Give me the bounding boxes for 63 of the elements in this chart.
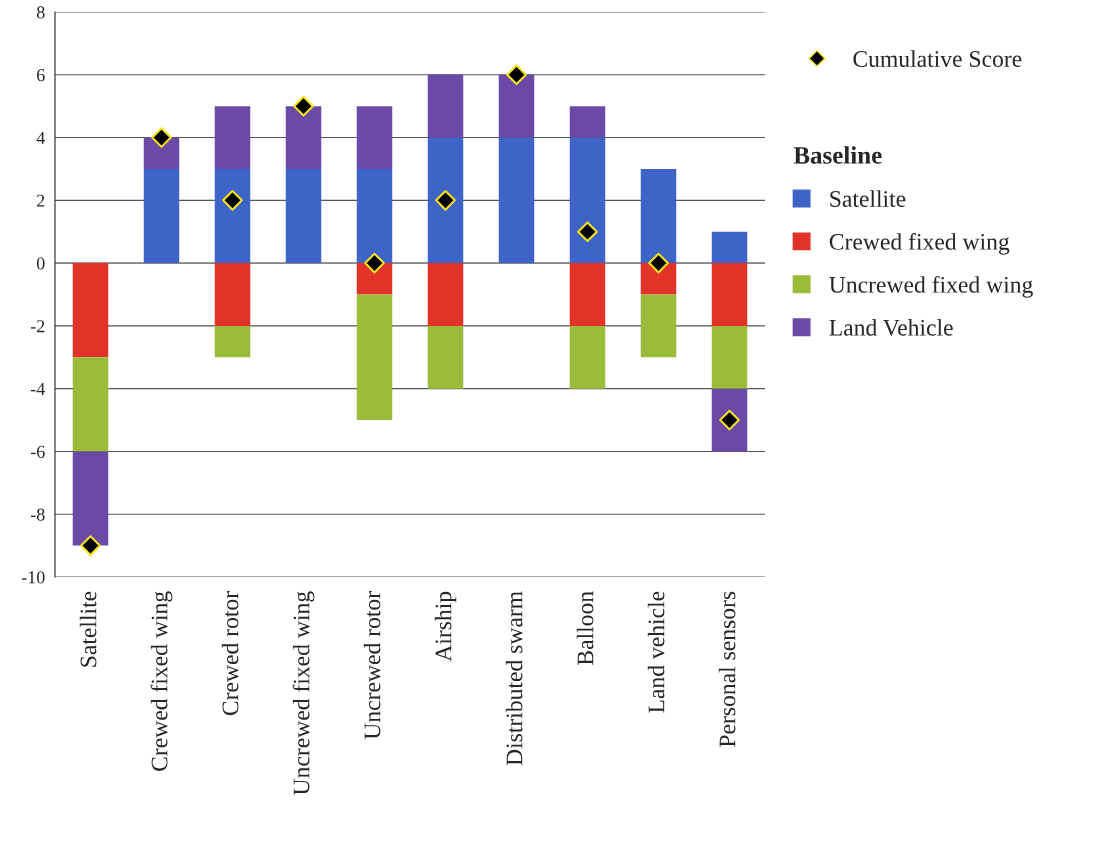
x-tick-label: Land vehicle [647, 591, 665, 713]
bar [427, 263, 464, 326]
legend-label: Crewed fixed wing [829, 232, 1010, 255]
x-tick-label: Personal sensors [718, 591, 736, 747]
x-tick-label: Satellite [79, 591, 97, 667]
y-tick-label: 4 [36, 131, 45, 144]
point [151, 127, 172, 148]
bar [569, 137, 606, 264]
y-tick-label: 8 [36, 6, 45, 19]
x-tick-label: Crewed fixed wing [150, 591, 173, 771]
bar [356, 106, 393, 169]
x-tick-label: Crewed rotor [221, 591, 239, 716]
bar [427, 325, 464, 389]
point [293, 95, 314, 117]
y-tick-label: -2 [30, 320, 45, 333]
bar [214, 263, 251, 326]
bar [711, 263, 748, 326]
bar [498, 137, 535, 264]
y-tick-label: 6 [37, 69, 45, 82]
bar [498, 74, 535, 138]
y-tick-label: -6 [30, 445, 45, 458]
legend-title: Baseline [793, 146, 882, 164]
bar [72, 263, 109, 358]
bar [214, 168, 251, 264]
bar [143, 168, 180, 264]
point [435, 189, 456, 211]
y-tick-label: -10 [21, 571, 45, 584]
bar [427, 137, 464, 264]
bar [711, 325, 748, 389]
y-tick-label: 0 [36, 257, 45, 270]
x-tick-label: Airship [434, 591, 457, 662]
y-tick-label: 2 [37, 194, 45, 207]
bar [214, 325, 251, 358]
bar [285, 168, 322, 264]
point [577, 221, 598, 243]
bar [356, 294, 393, 421]
bar [711, 231, 748, 264]
bar [640, 168, 677, 264]
bar [214, 106, 251, 169]
y-tick-label: -8 [30, 508, 45, 521]
bar [72, 451, 109, 546]
bar [356, 168, 393, 264]
bar [285, 106, 322, 169]
legend-label: Land Vehicle [829, 319, 953, 336]
point [222, 189, 243, 211]
point [506, 64, 527, 86]
x-tick-label: Distributed swarm [505, 591, 523, 766]
point [364, 252, 385, 274]
bar [569, 325, 606, 389]
x-tick-label: Uncrewed rotor [363, 591, 381, 740]
bar [427, 74, 464, 138]
bar [640, 294, 677, 358]
legend-label: Uncrewed fixed wing [829, 275, 1033, 298]
x-tick-label: Balloon [576, 591, 594, 665]
point [80, 535, 101, 556]
x-tick-label: Uncrewed fixed wing [292, 591, 315, 795]
legend-label: Satellite [830, 190, 906, 207]
y-tick-label: -4 [30, 383, 45, 395]
bar [569, 106, 606, 138]
bar [569, 263, 606, 326]
point [648, 252, 669, 274]
legend-label: Cumulative Score [853, 50, 1022, 67]
bar [72, 357, 109, 452]
